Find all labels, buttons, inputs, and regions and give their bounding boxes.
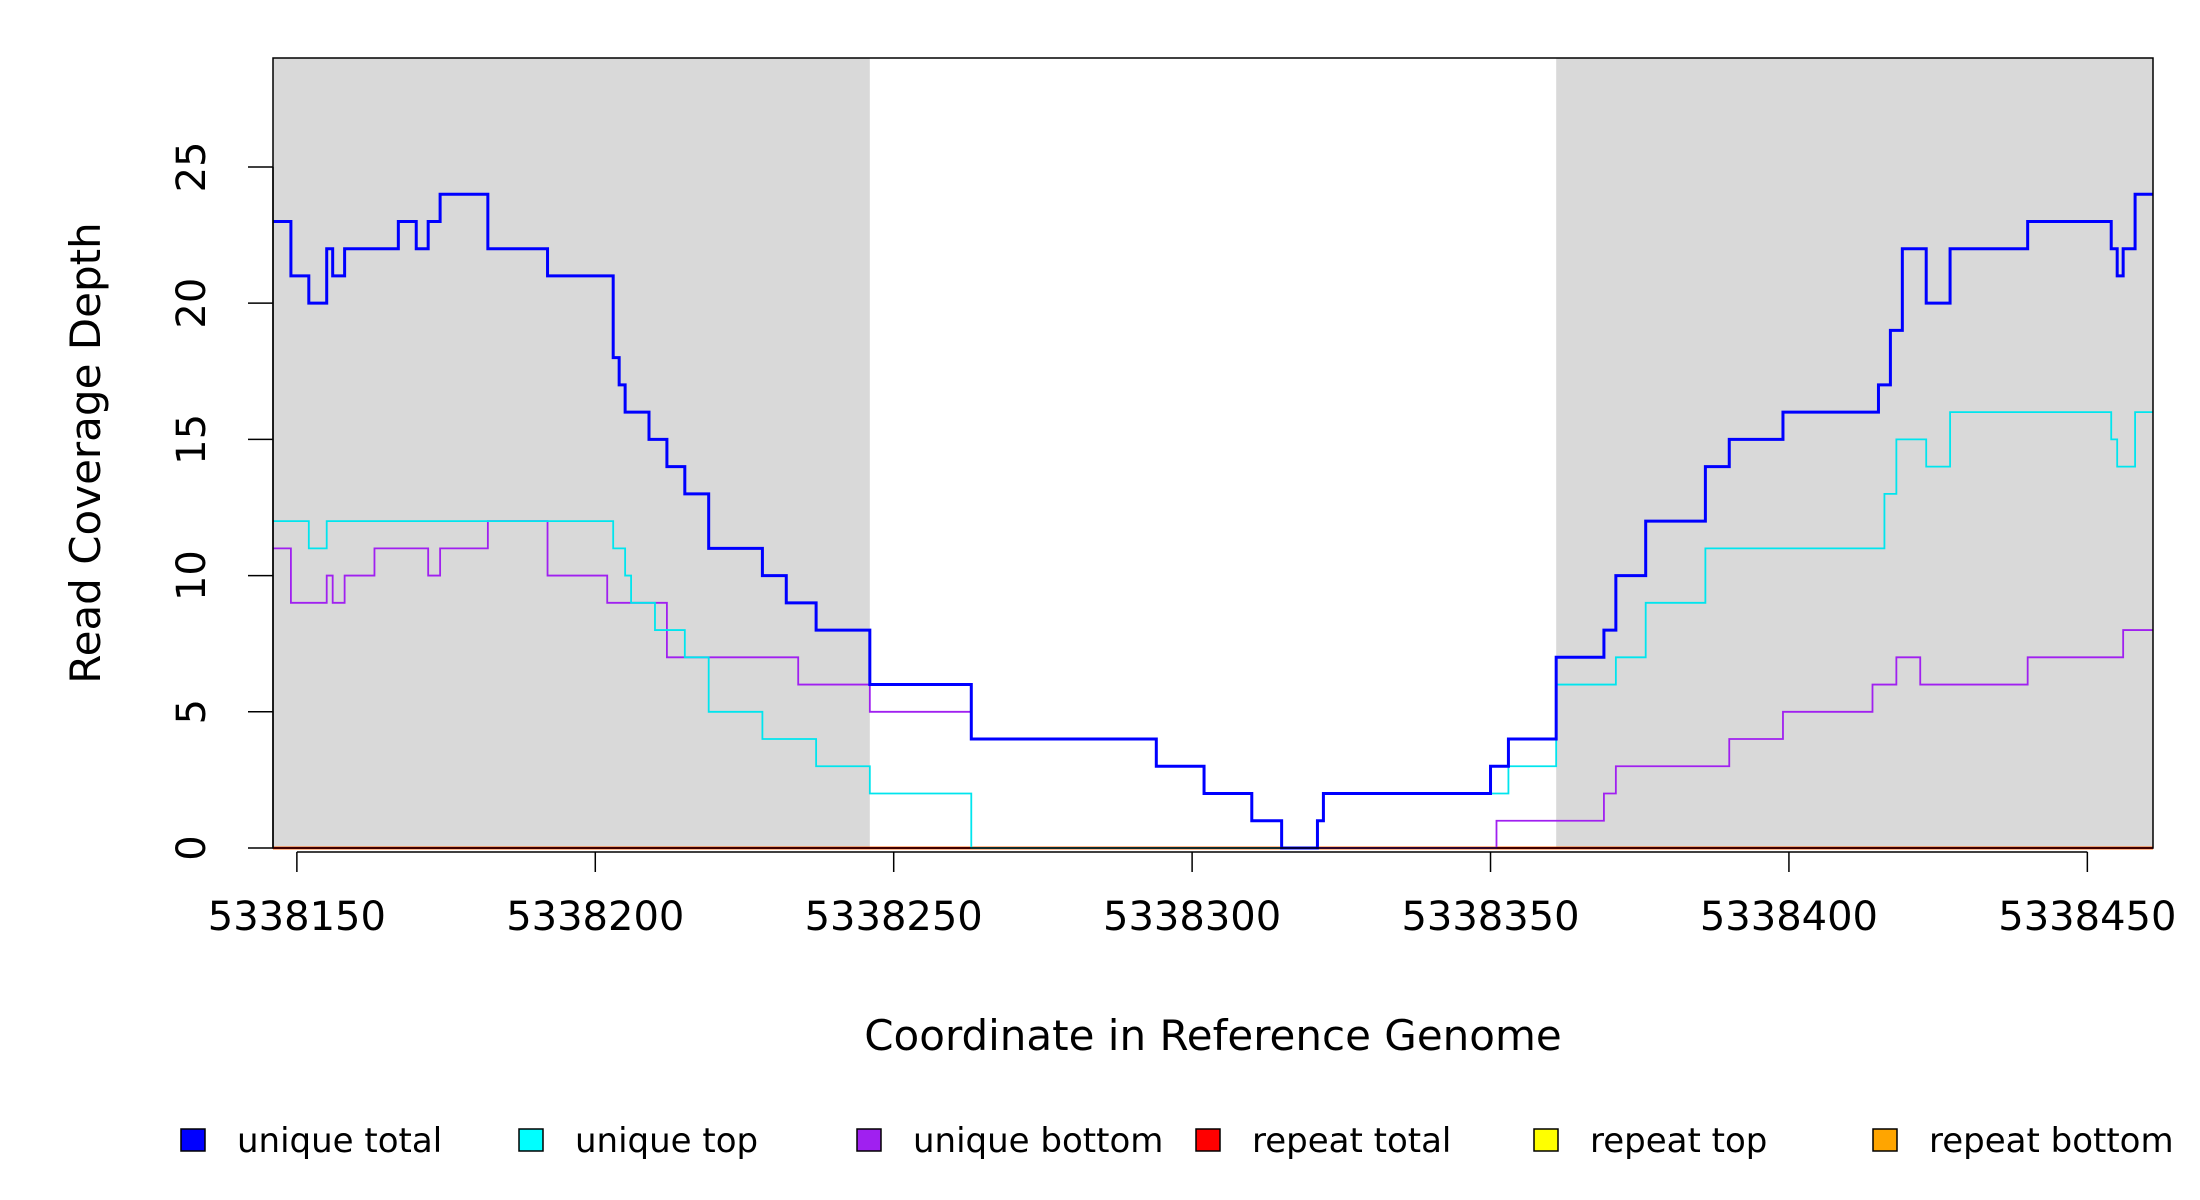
y-tick-label: 25: [169, 142, 215, 193]
y-tick-label: 5: [169, 699, 215, 724]
legend-item: unique top: [518, 1121, 758, 1161]
legend-item: unique total: [180, 1121, 442, 1161]
legend-label: unique bottom: [913, 1121, 1163, 1161]
y-tick-label: 10: [169, 550, 215, 601]
x-tick-label: 5338300: [1103, 894, 1281, 940]
shaded-region: [273, 58, 870, 848]
y-tick-label: 20: [169, 278, 215, 329]
x-axis: 5338150 5338200 5338250 5338300 5338350 53384…: [208, 851, 2176, 940]
y-tick-label: 15: [169, 414, 215, 465]
legend-item: repeat total: [1195, 1121, 1451, 1161]
legend-label: repeat bottom: [1929, 1121, 2174, 1161]
legend-item: repeat top: [1533, 1121, 1767, 1161]
x-tick-label: 5338250: [805, 894, 983, 940]
legend-swatch: [1195, 1128, 1221, 1152]
legend-item: unique bottom: [856, 1121, 1163, 1161]
x-tick-label: 5338200: [506, 894, 684, 940]
x-tick-label: 5338150: [208, 894, 386, 940]
series-line-unique-total: [273, 192, 2153, 850]
legend-item: repeat bottom: [1872, 1121, 2174, 1161]
legend-swatch: [856, 1128, 882, 1152]
y-tick-label: 0: [169, 835, 215, 860]
x-tick-label: 5338450: [1998, 894, 2176, 940]
legend-swatch: [1872, 1128, 1898, 1152]
legend-label: repeat total: [1252, 1121, 1451, 1161]
shaded-region: [1556, 58, 2153, 848]
legend-swatch: [180, 1128, 206, 1152]
legend-label: unique total: [237, 1121, 442, 1161]
legend: unique total unique top unique bottom repea…: [180, 1121, 2174, 1161]
x-axis-title: Coordinate in Reference Genome: [864, 1011, 1562, 1060]
y-axis: 0 5 10 15 20 25: [169, 142, 274, 861]
shaded-regions: [273, 58, 2153, 848]
legend-swatch: [518, 1128, 544, 1152]
legend-label: unique top: [575, 1121, 758, 1161]
legend-label: repeat top: [1590, 1121, 1767, 1161]
y-axis-title: Read Coverage Depth: [61, 222, 110, 683]
x-tick-label: 5338400: [1700, 894, 1878, 940]
x-tick-label: 5338350: [1401, 894, 1579, 940]
legend-swatch: [1533, 1128, 1559, 1152]
